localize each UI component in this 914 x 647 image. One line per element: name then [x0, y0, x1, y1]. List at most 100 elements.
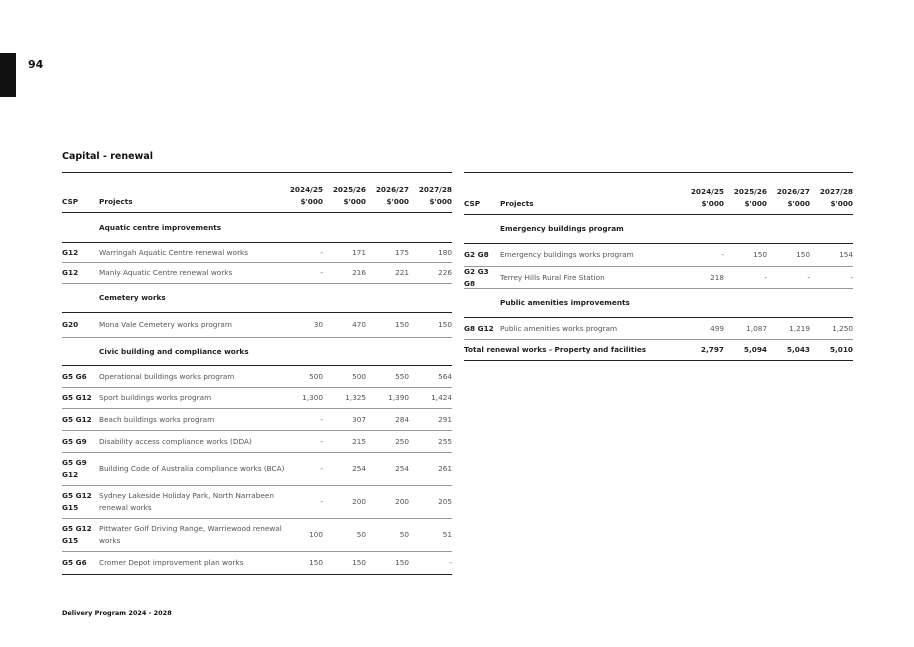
value-cell: 307	[352, 414, 366, 424]
csp-code: G12	[62, 268, 79, 277]
value-cell: 218	[710, 272, 724, 282]
project-name: Sydney Lakeside Holiday Park, North Narr…	[99, 491, 274, 512]
header-projects: Projects	[99, 197, 133, 206]
header-year: 2026/27 $'000	[776, 187, 810, 208]
value-cell: 221	[395, 268, 409, 277]
csp-code: G5 G12 G15	[62, 491, 92, 512]
section-title: Emergency buildings program	[500, 224, 624, 233]
value-cell: -	[320, 464, 323, 473]
csp-code: G5 G6	[62, 371, 87, 381]
header-projects: Projects	[500, 199, 534, 208]
table-row: G20 Mona Vale Cemetery works program 30 470…	[62, 313, 452, 338]
value-cell: 175	[395, 247, 409, 257]
csp-code: G5 G12 G15	[62, 524, 92, 545]
value-cell: 150	[753, 250, 767, 259]
csp-code: G5 G9 G12	[62, 458, 87, 479]
value-cell: 1,424	[431, 393, 452, 402]
value-cell: 255	[438, 436, 452, 446]
project-name: Sport buildings works program	[99, 393, 212, 402]
value-cell: 5,010	[829, 345, 853, 354]
value-cell: 100	[309, 530, 323, 539]
table-row: G5 G6 Cromer Depot improvement plan works…	[62, 552, 452, 575]
value-cell: -	[320, 436, 323, 446]
csp-code: G2 G8	[464, 250, 489, 259]
section-title: Civic building and compliance works	[99, 346, 249, 356]
page-marker-bar	[0, 53, 16, 97]
left-table: CSP Projects 2024/25 $'000 2025/26 $'000 2026/…	[62, 172, 452, 575]
right-table: CSP Projects 2024/25 $'000 2025/26 $'000 2026/…	[464, 172, 853, 361]
project-name: Building Code of Australia compliance wo…	[99, 464, 285, 473]
project-name: Beach buildings works program	[99, 414, 215, 424]
value-cell: 250	[395, 436, 409, 446]
csp-code: G5 G6	[62, 558, 87, 567]
table-header: CSP Projects 2024/25 $'000 2025/26 $'000 2026/…	[464, 173, 853, 215]
project-name: Emergency buildings works program	[500, 250, 634, 259]
value-cell: 291	[438, 414, 452, 424]
value-cell: 150	[352, 558, 366, 567]
value-cell: -	[320, 247, 323, 257]
section-header-row: Public amenities improvements	[464, 289, 853, 318]
header-csp: CSP	[62, 197, 79, 206]
section-title: Capital - renewal	[62, 151, 153, 162]
section-title: Public amenities improvements	[500, 298, 630, 307]
value-cell: -	[320, 268, 323, 277]
header-year: 2027/28 $'000	[819, 187, 853, 208]
value-cell: 1,087	[746, 323, 767, 333]
value-cell: 2,797	[700, 345, 724, 354]
value-cell: -	[850, 272, 853, 282]
value-cell: 216	[352, 268, 366, 277]
value-cell: 154	[839, 250, 853, 259]
table-row: G12 Manly Aquatic Centre renewal works - 21…	[62, 263, 452, 284]
total-row: Total renewal works - Property and facil…	[464, 340, 853, 361]
value-cell: 254	[395, 464, 409, 473]
table-row: G2 G3 G8 Terrey Hills Rural Fire Station 2…	[464, 267, 853, 289]
value-cell: 5,094	[743, 345, 767, 354]
section-title: Aquatic centre improvements	[99, 222, 222, 232]
section-title: Cemetery works	[99, 293, 166, 302]
value-cell: -	[449, 558, 452, 567]
value-cell: 500	[309, 371, 323, 381]
value-cell: 215	[352, 436, 366, 446]
csp-code: G5 G9	[62, 436, 87, 446]
table-row: G12 Warringah Aquatic Centre renewal work…	[62, 243, 452, 263]
section-header-row: Civic building and compliance works	[62, 338, 452, 366]
value-cell: 150	[796, 250, 810, 259]
page-number: 94	[28, 58, 44, 71]
value-cell: 200	[352, 497, 366, 506]
project-name: Operational buildings works program	[99, 371, 235, 381]
value-cell: 1,219	[789, 323, 810, 333]
project-name: Mona Vale Cemetery works program	[99, 320, 233, 329]
value-cell: 150	[395, 320, 409, 329]
value-cell: 1,300	[302, 393, 323, 402]
value-cell: 1,250	[832, 323, 853, 333]
value-cell: 226	[438, 268, 452, 277]
table-row: G5 G9 Disability access compliance works …	[62, 431, 452, 453]
table-row: G5 G12 G15 Sydney Lakeside Holiday Park, …	[62, 486, 452, 519]
table-row: G5 G12 Sport buildings works program 1,300…	[62, 388, 452, 409]
value-cell: 180	[438, 247, 452, 257]
value-cell: -	[721, 250, 724, 259]
value-cell: 550	[395, 371, 409, 381]
value-cell: 470	[352, 320, 366, 329]
value-cell: -	[320, 497, 323, 506]
header-year: 2027/28 $'000	[418, 185, 452, 206]
header-year: 2026/27 $'000	[375, 185, 409, 206]
value-cell: 1,325	[345, 393, 366, 402]
value-cell: 5,043	[786, 345, 810, 354]
project-name: Warringah Aquatic Centre renewal works	[99, 247, 249, 257]
value-cell: 500	[352, 371, 366, 381]
csp-code: G20	[62, 320, 79, 329]
csp-code: G5 G12	[62, 414, 92, 424]
value-cell: -	[807, 272, 810, 282]
value-cell: 1,390	[388, 393, 409, 402]
project-name: Cromer Depot improvement plan works	[99, 558, 244, 567]
header-year: 2024/25 $'000	[289, 185, 323, 206]
footer: Delivery Program 2024 - 2028	[62, 609, 172, 617]
value-cell: 564	[438, 371, 452, 381]
project-name: Disability access compliance works (DDA)	[99, 436, 252, 446]
value-cell: 150	[438, 320, 452, 329]
csp-code: G2 G3 G8	[464, 266, 489, 288]
value-cell: 254	[352, 464, 366, 473]
value-cell: 171	[352, 247, 366, 257]
table-row: G5 G9 G12 Building Code of Australia comp…	[62, 453, 452, 486]
